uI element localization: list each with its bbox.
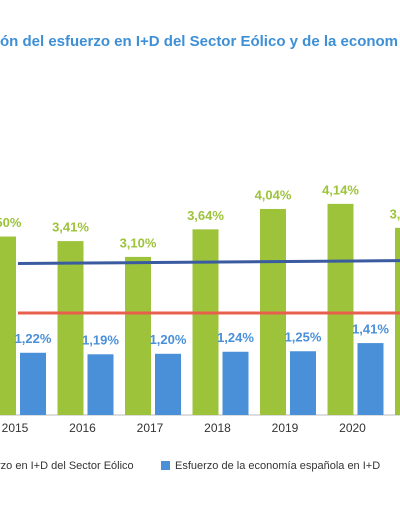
bar <box>57 241 84 415</box>
bar <box>290 351 316 415</box>
legend-label: Esfuerzo de la economía española en I+D <box>175 460 380 472</box>
x-tick-label: 2015 <box>2 421 29 435</box>
value-label: 3,64% <box>187 208 224 223</box>
value-label: 4,04% <box>255 187 292 202</box>
value-label: 3,50% <box>0 215 22 230</box>
x-tick-label: 2016 <box>69 421 96 435</box>
bar <box>357 343 384 415</box>
reference-line <box>17 259 400 266</box>
bar <box>0 236 16 415</box>
value-label: 1,20% <box>150 332 187 347</box>
bar <box>20 352 46 415</box>
value-label: 1,41% <box>352 322 389 337</box>
bar <box>87 354 114 415</box>
x-tick-label: 2020 <box>339 421 366 435</box>
value-label: 3,10% <box>120 235 157 250</box>
legend-label: rzo en I+D del Sector Eólico <box>0 460 134 472</box>
value-label: 1,19% <box>82 333 119 348</box>
chart-title: ón del esfuerzo en I+D del Sector Eólico… <box>0 33 398 50</box>
value-label: 3,67% <box>390 206 400 221</box>
x-tick-label: 2019 <box>272 421 299 435</box>
bar <box>192 229 219 415</box>
legend-swatch <box>161 461 170 470</box>
bar <box>125 256 151 415</box>
value-label: 1,22% <box>15 331 52 346</box>
value-label: 4,14% <box>322 182 359 197</box>
bar <box>395 227 400 415</box>
x-tick-label: 2018 <box>204 421 231 435</box>
value-label: 1,25% <box>285 330 322 345</box>
bar <box>327 203 354 415</box>
x-tick-label: 2017 <box>137 421 164 435</box>
value-label: 1,24% <box>217 330 254 345</box>
value-label: 3,41% <box>52 220 89 235</box>
bar <box>155 353 181 415</box>
bar <box>222 351 249 415</box>
